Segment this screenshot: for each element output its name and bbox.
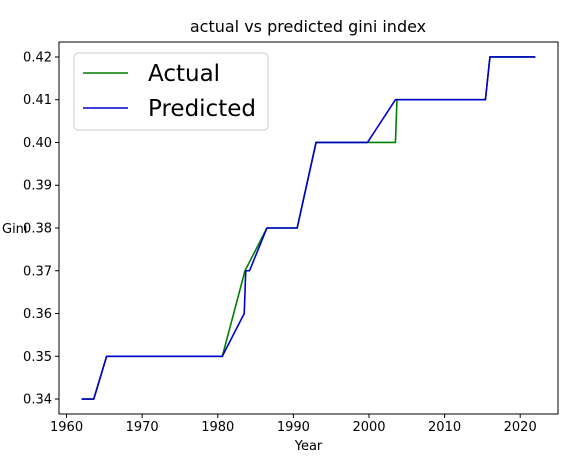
x-tick-label: 1970 [126, 420, 159, 435]
x-tick-label: 1960 [50, 420, 83, 435]
x-tick-label: 2010 [428, 420, 461, 435]
y-tick-label: 0.36 [23, 307, 52, 322]
x-tick-label: 2000 [352, 420, 385, 435]
x-tick-label: 2020 [504, 420, 537, 435]
series-line-predicted [81, 56, 536, 400]
series-layer [81, 56, 536, 400]
plot-frame [58, 41, 559, 415]
x-axis-ticks: 1960 1970 1980 1990 2000 2010 2020 [50, 414, 537, 435]
y-tick-label: 0.42 [23, 50, 52, 65]
x-tick-label: 1990 [277, 420, 310, 435]
y-tick-label: 0.40 [23, 136, 52, 151]
chart-title: actual vs predicted gini index [190, 17, 426, 36]
y-tick-label: 0.35 [23, 350, 52, 365]
y-tick-label: 0.34 [23, 393, 52, 408]
y-axis-ticks: 0.34 0.35 0.36 0.37 0.38 0.39 0.40 0.41 0.42 [23, 50, 59, 408]
y-tick-label: 0.39 [23, 179, 52, 194]
y-tick-label: 0.41 [23, 93, 52, 108]
legend-label-actual: Actual [148, 61, 220, 87]
y-tick-label: 0.37 [23, 264, 52, 279]
y-axis-label: Gini [2, 222, 28, 237]
legend-label-predicted: Predicted [148, 96, 256, 122]
x-axis-label: Year [294, 439, 323, 454]
y-tick-label: 0.38 [23, 222, 52, 237]
legend: Actual Predicted [73, 52, 269, 131]
x-tick-label: 1980 [201, 420, 234, 435]
